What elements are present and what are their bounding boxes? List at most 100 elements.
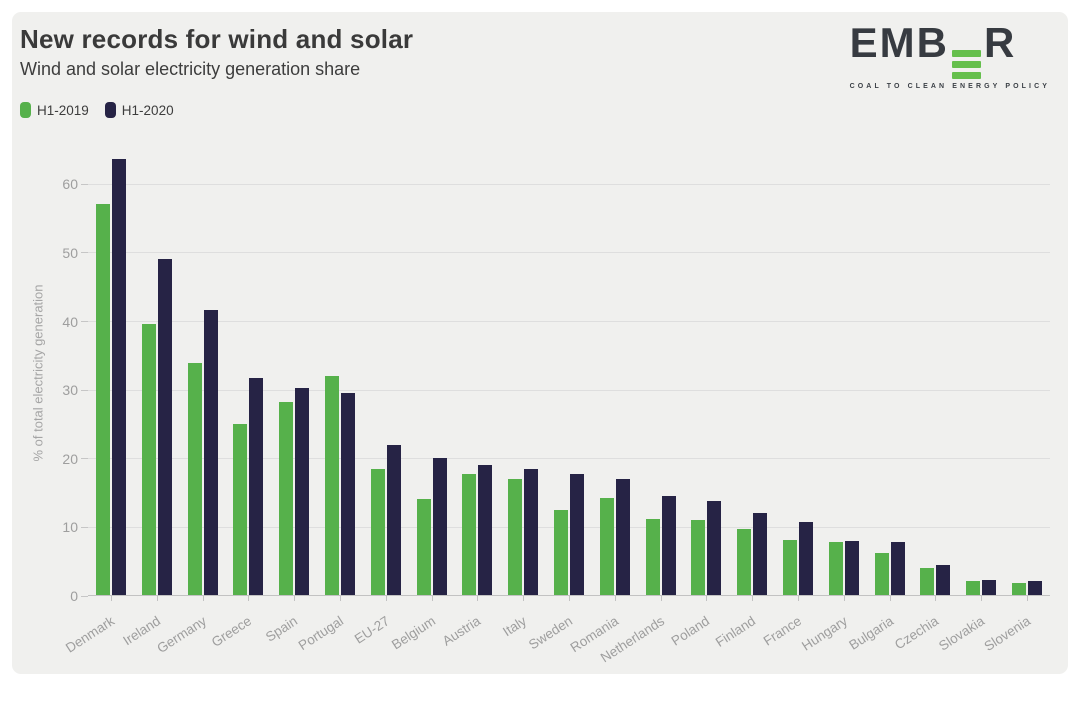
logo-tagline: COAL TO CLEAN ENERGY POLICY — [849, 83, 1050, 90]
bar-h1-2020-germany — [203, 310, 218, 595]
bar-h1-2020-slovakia — [982, 579, 997, 595]
bar-h1-2019-italy — [508, 479, 523, 595]
x-tick-mark — [935, 596, 937, 601]
legend: H1-2019 H1-2020 — [20, 102, 174, 118]
bar-h1-2020-bulgaria — [890, 542, 905, 595]
bar-h1-2020-belgium — [432, 458, 447, 595]
gridline-30 — [88, 389, 1050, 391]
bar-h1-2019-finland — [737, 529, 752, 595]
bar-h1-2019-spain — [279, 401, 294, 595]
bar-h1-2019-czechia — [920, 567, 935, 595]
legend-swatch-icon — [20, 102, 31, 118]
bar-h1-2019-ireland — [141, 323, 156, 595]
bar-h1-2019-france — [783, 540, 798, 595]
legend-item-h1-2020: H1-2020 — [104, 102, 174, 118]
legend-label: H1-2020 — [121, 102, 174, 118]
x-tick-mark — [752, 596, 754, 601]
bar-h1-2020-czechia — [936, 564, 951, 595]
bar-h1-2019-eu-27 — [370, 469, 385, 595]
bar-h1-2019-austria — [462, 473, 477, 595]
page-title: New records for wind and solar — [20, 24, 414, 54]
x-tick-mark — [110, 596, 112, 601]
x-tick-mark — [156, 596, 158, 601]
bar-h1-2020-ireland — [157, 258, 172, 595]
bar-h1-2020-hungary — [844, 540, 859, 595]
bar-h1-2020-netherlands — [661, 495, 676, 595]
legend-swatch-icon — [104, 102, 116, 118]
y-tick-mark — [81, 321, 88, 323]
x-tick-mark — [843, 596, 845, 601]
x-tick-mark — [294, 596, 296, 601]
x-tick-mark — [889, 596, 891, 601]
bar-h1-2020-italy — [524, 469, 539, 595]
x-tick-mark — [431, 596, 433, 601]
chart-card: New records for wind and solar Wind and … — [12, 12, 1068, 674]
x-tick-mark — [202, 596, 204, 601]
y-tick-label-40: 40 — [62, 313, 78, 330]
gridline-20 — [88, 458, 1050, 460]
legend-item-h1-2019: H1-2019 — [20, 102, 89, 118]
bar-h1-2019-portugal — [324, 376, 339, 595]
x-tick-mark — [523, 596, 525, 601]
y-tick-mark — [81, 183, 88, 185]
bar-h1-2019-hungary — [828, 542, 843, 595]
bar-h1-2020-portugal — [340, 392, 355, 595]
x-tick-mark — [798, 596, 800, 601]
y-axis-title: % of total electricity generation — [30, 284, 46, 462]
x-axis-line — [88, 595, 1050, 596]
bar-h1-2019-slovenia — [1012, 582, 1027, 595]
logo-text-r: R — [983, 19, 1017, 66]
bar-h1-2019-greece — [233, 424, 248, 595]
bar-h1-2020-spain — [295, 387, 310, 595]
x-tick-mark — [706, 596, 708, 601]
x-tick-mark — [477, 596, 479, 601]
gridline-40 — [88, 321, 1050, 323]
bar-h1-2019-poland — [691, 519, 706, 595]
logo-text-emb: EMB — [849, 19, 949, 66]
bar-h1-2020-eu-27 — [386, 444, 401, 595]
bar-h1-2019-belgium — [416, 498, 431, 595]
y-tick-label-10: 10 — [62, 519, 78, 536]
bar-h1-2019-sweden — [554, 509, 568, 595]
bar-h1-2020-denmark — [111, 159, 126, 595]
logo-wordmark: EMB R — [850, 22, 1050, 79]
y-tick-label-20: 20 — [62, 450, 78, 467]
bar-h1-2020-sweden — [570, 474, 584, 595]
y-tick-mark — [81, 595, 88, 597]
bar-h1-2020-greece — [249, 378, 264, 595]
bar-h1-2019-slovakia — [966, 581, 981, 595]
x-tick-mark — [1027, 596, 1029, 601]
x-tick-mark — [339, 596, 341, 601]
bar-h1-2020-austria — [478, 464, 493, 595]
x-tick-mark — [614, 596, 616, 601]
bar-h1-2020-slovenia — [1028, 580, 1043, 595]
x-tick-mark — [248, 596, 250, 601]
x-tick-mark — [660, 596, 662, 601]
bar-h1-2020-romania — [615, 479, 630, 595]
bar-h1-2019-germany — [187, 363, 202, 595]
x-tick-mark — [569, 596, 570, 601]
legend-label: H1-2019 — [37, 102, 89, 118]
y-tick-label-30: 30 — [62, 382, 78, 399]
bar-h1-2020-poland — [707, 501, 722, 595]
y-tick-mark — [81, 458, 88, 460]
gridline-60 — [88, 183, 1050, 185]
x-tick-mark — [385, 596, 387, 601]
bar-h1-2019-netherlands — [645, 518, 660, 595]
y-tick-label-60: 60 — [62, 176, 78, 193]
gridline-50 — [88, 252, 1050, 254]
x-tick-mark — [981, 596, 983, 601]
y-tick-mark — [81, 526, 88, 528]
ember-logo: EMB R COAL TO CLEAN ENERGY POLICY — [849, 22, 1050, 91]
gridline-10 — [88, 526, 1050, 528]
y-tick-label-50: 50 — [62, 244, 78, 261]
y-tick-label-0: 0 — [70, 588, 78, 604]
logo-green-e-icon — [951, 50, 981, 79]
bar-h1-2019-bulgaria — [874, 553, 889, 595]
y-tick-mark — [81, 252, 88, 254]
bar-h1-2020-finland — [753, 512, 768, 595]
bar-chart-plot-area: 0 10 20 30 40 50 60 Denmark Ireland Germany Greece… — [62, 150, 1050, 665]
bar-h1-2020-france — [799, 522, 814, 595]
y-tick-mark — [81, 389, 88, 391]
page-subtitle: Wind and solar electricity generation sh… — [20, 59, 361, 79]
